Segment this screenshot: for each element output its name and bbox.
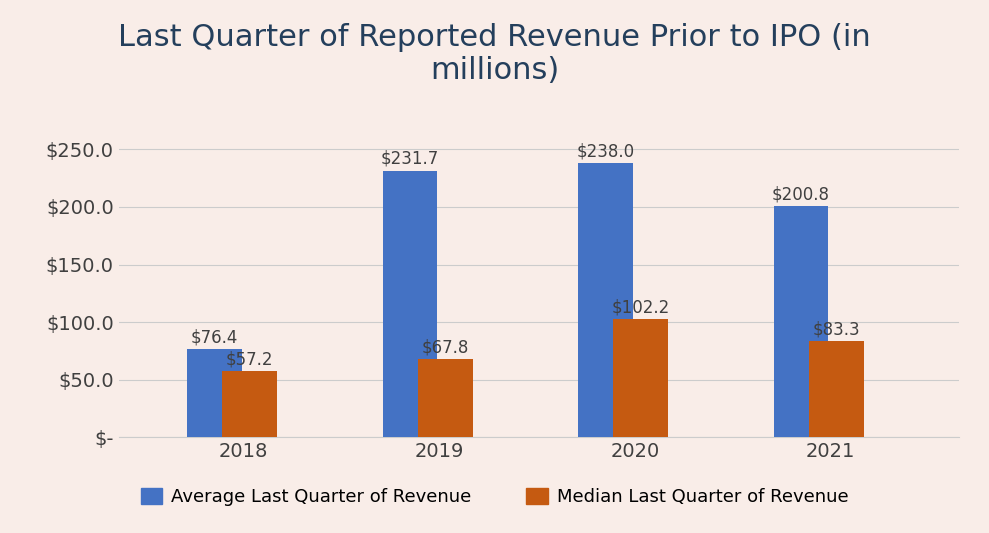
Text: $102.2: $102.2 bbox=[611, 298, 670, 317]
Bar bbox=[773, 206, 829, 437]
Bar bbox=[579, 163, 633, 437]
Text: $83.3: $83.3 bbox=[812, 320, 860, 338]
Bar bbox=[613, 319, 668, 437]
Bar bbox=[417, 359, 473, 437]
Text: $231.7: $231.7 bbox=[381, 150, 439, 168]
Text: $200.8: $200.8 bbox=[772, 185, 830, 203]
Text: $238.0: $238.0 bbox=[577, 142, 635, 160]
Text: $76.4: $76.4 bbox=[191, 328, 238, 346]
Text: $67.8: $67.8 bbox=[421, 338, 469, 356]
Bar bbox=[223, 372, 277, 437]
Bar bbox=[187, 349, 242, 437]
Text: Last Quarter of Reported Revenue Prior to IPO (in
millions): Last Quarter of Reported Revenue Prior t… bbox=[118, 23, 871, 85]
Bar bbox=[809, 341, 863, 437]
Text: $57.2: $57.2 bbox=[225, 350, 273, 368]
Bar bbox=[383, 171, 437, 437]
Legend: Average Last Quarter of Revenue, Median Last Quarter of Revenue: Average Last Quarter of Revenue, Median … bbox=[134, 481, 855, 513]
